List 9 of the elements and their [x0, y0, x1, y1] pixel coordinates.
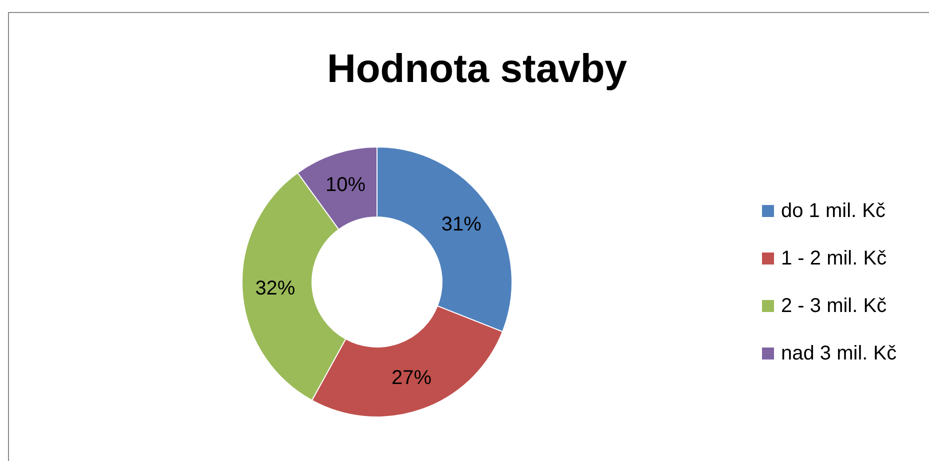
legend-label: 2 - 3 mil. Kč: [781, 295, 887, 317]
data-label: 10%: [325, 174, 366, 196]
data-label: 32%: [255, 277, 296, 300]
legend-label: do 1 mil. Kč: [781, 200, 886, 222]
data-label: 31%: [441, 214, 482, 236]
legend-label: nad 3 mil. Kč: [781, 342, 897, 364]
chart-title: Hodnota stavby: [326, 47, 628, 91]
data-label: 27%: [392, 366, 432, 389]
legend-label: 1 - 2 mil. Kč: [781, 248, 887, 270]
